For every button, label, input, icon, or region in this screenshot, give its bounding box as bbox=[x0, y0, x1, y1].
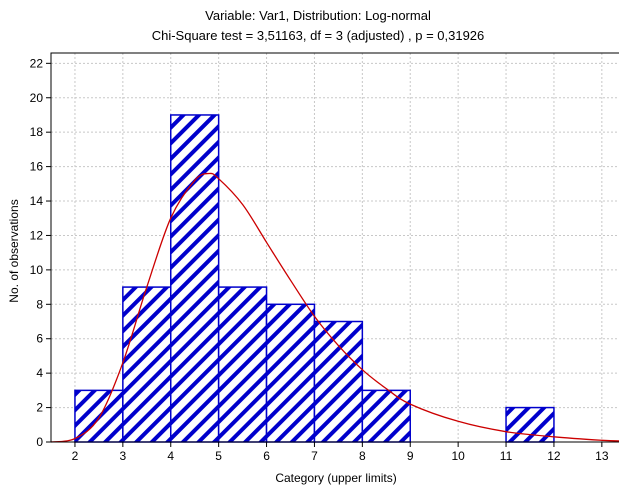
y-tick-label: 20 bbox=[30, 91, 44, 105]
x-tick-label: 11 bbox=[500, 449, 513, 463]
histogram-bar bbox=[217, 286, 268, 443]
y-tick-label: 14 bbox=[30, 194, 44, 208]
x-tick-label: 4 bbox=[167, 449, 174, 463]
fit-curve bbox=[50, 172, 619, 443]
bars bbox=[74, 114, 555, 443]
y-tick-label: 22 bbox=[30, 56, 44, 70]
plot-frame bbox=[50, 52, 619, 443]
fit-curve-layer bbox=[50, 172, 619, 443]
histogram-bar bbox=[361, 389, 411, 443]
chart-title: Variable: Var1, Distribution: Log-normal bbox=[205, 8, 431, 23]
x-tick-label: 9 bbox=[407, 449, 414, 463]
y-tick-label: 12 bbox=[30, 228, 44, 242]
histogram-bar bbox=[313, 320, 364, 443]
histogram-bar bbox=[169, 114, 220, 443]
x-tick-label: 12 bbox=[547, 449, 561, 463]
y-tick-label: 10 bbox=[30, 263, 44, 277]
x-tick-label: 6 bbox=[263, 449, 270, 463]
y-axis-label: No. of observations bbox=[7, 199, 21, 302]
y-tick-label: 8 bbox=[36, 297, 43, 311]
x-tick-label: 3 bbox=[120, 449, 127, 463]
x-axis-label: Category (upper limits) bbox=[275, 471, 396, 485]
y-tick-label: 18 bbox=[30, 125, 44, 139]
y-tick-label: 0 bbox=[36, 435, 43, 449]
x-tick-label: 7 bbox=[311, 449, 318, 463]
y-tick-label: 16 bbox=[30, 160, 44, 174]
chart-subtitle: Chi-Square test = 3,51163, df = 3 (adjus… bbox=[152, 28, 485, 43]
histogram-bar bbox=[122, 286, 172, 443]
x-tick-label: 5 bbox=[215, 449, 222, 463]
y-tick-label: 4 bbox=[36, 366, 43, 380]
x-tick-label: 2 bbox=[72, 449, 79, 463]
y-tick-label: 2 bbox=[36, 401, 43, 415]
y-tick-label: 6 bbox=[36, 332, 43, 346]
histogram-bar bbox=[265, 303, 316, 443]
x-tick-label: 10 bbox=[451, 449, 465, 463]
axes: 2 3 4 5 6 7 8 9 10 11 12 13 0 2 4 6 8 10 12 14 16 18 20 22 bbox=[30, 52, 619, 463]
x-tick-label: 8 bbox=[359, 449, 366, 463]
x-tick-label: 13 bbox=[595, 449, 609, 463]
